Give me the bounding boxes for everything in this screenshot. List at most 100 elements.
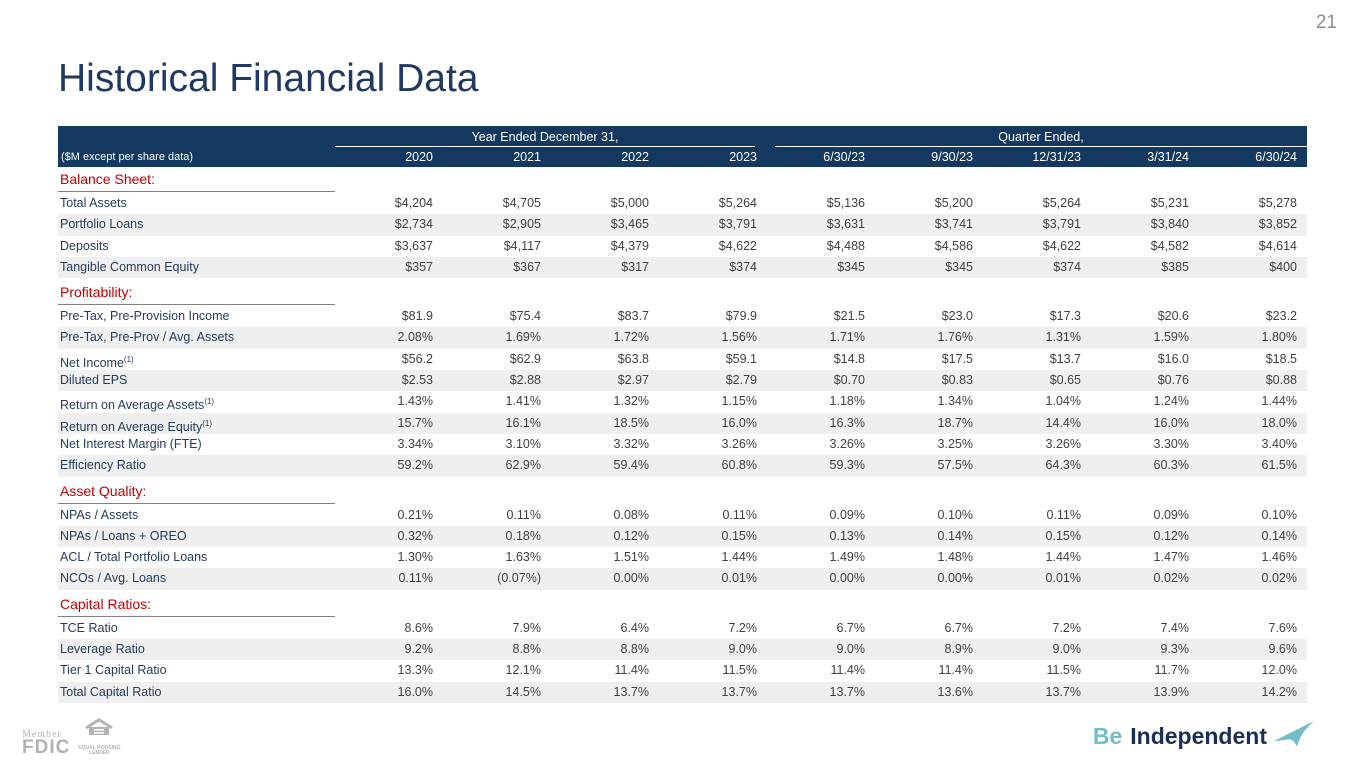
column-header: 3/31/24 (1147, 150, 1189, 164)
cell-value: 15.7% (397, 415, 433, 430)
cell-value: $3,741 (934, 217, 973, 232)
cell-value: $2.88 (509, 373, 541, 388)
footnote-marker: (1) (123, 354, 134, 364)
cell-value: $62.9 (509, 351, 541, 366)
row-label: Total Assets (60, 196, 127, 210)
table-row: ACL / Total Portfolio Loans 1.30% 1.63% 1.5… (58, 547, 1307, 568)
equal-housing-label-line1: EQUAL HOUSING (78, 745, 121, 751)
row-label: ACL / Total Portfolio Loans (60, 550, 208, 565)
cell-value: $21.5 (833, 309, 865, 324)
section-header: Balance Sheet: (58, 169, 1307, 193)
cell-value: 0.08% (613, 507, 649, 522)
cell-value: $81.9 (401, 309, 433, 324)
section-label: Balance Sheet: (58, 169, 335, 192)
footnote-marker: (1) (204, 397, 215, 407)
section-header: Profitability: (58, 282, 1307, 306)
cell-value: $345 (945, 259, 973, 274)
cell-value: $317 (621, 259, 649, 274)
table-row: NPAs / Loans + OREO 0.32% 0.18% 0.12% 0.15% 0… (58, 525, 1307, 548)
cell-value: 18.7% (937, 415, 973, 430)
column-header: 2021 (513, 150, 541, 164)
cell-value: 14.2% (1261, 684, 1297, 699)
cell-value: 18.5% (613, 415, 649, 430)
cell-value: 9.6% (1268, 642, 1298, 657)
cell-value: 7.2% (1052, 620, 1082, 635)
cell-value: 0.18% (505, 528, 541, 543)
cell-value: 16.0% (397, 684, 433, 699)
cell-value: 1.44% (1261, 394, 1297, 409)
cell-value: 9.0% (836, 642, 866, 657)
cell-value: $5,278 (1258, 196, 1297, 210)
table-row: Deposits $3,637 $4,117 $4,379 $4,622 $4,488 $4… (58, 236, 1307, 257)
cell-value: 0.11% (1046, 507, 1081, 522)
column-header: 12/31/23 (1032, 150, 1081, 164)
cell-value: 60.8% (721, 458, 757, 473)
cell-value: $59.1 (725, 351, 757, 366)
row-label: Portfolio Loans (60, 217, 144, 232)
table-row: Pre-Tax, Pre-Prov / Avg. Assets 2.08% 1.69… (58, 327, 1307, 349)
cell-value: 3.26% (829, 436, 865, 451)
cell-value: 13.7% (829, 684, 865, 699)
cell-value: 0.01% (721, 571, 757, 586)
cell-value: 59.4% (613, 458, 649, 473)
cell-value: $2.97 (617, 373, 649, 388)
cell-value: $20.6 (1157, 309, 1189, 324)
cell-value: $4,622 (718, 238, 757, 253)
cell-value: 57.5% (937, 458, 973, 473)
cell-value: $4,117 (503, 238, 541, 253)
cell-value: $3,840 (1150, 217, 1189, 232)
cell-value: 1.47% (1153, 550, 1189, 565)
cell-value: $17.3 (1049, 309, 1081, 324)
table-row: Return on Average Equity(1) 15.7% 16.1% 18.… (58, 412, 1307, 434)
cell-value: $4,705 (502, 196, 541, 210)
cell-value: $345 (837, 259, 865, 274)
cell-value: 8.9% (944, 642, 974, 657)
group-header-row: Year Ended December 31, Quarter Ended, (58, 129, 1307, 147)
cell-value: 14.5% (505, 684, 541, 699)
cell-value: $2.53 (401, 373, 433, 388)
cell-value: 3.34% (397, 436, 433, 451)
cell-value: $5,000 (610, 196, 649, 210)
cell-value: 1.31% (1045, 330, 1081, 345)
row-label: Total Capital Ratio (60, 684, 162, 699)
cell-value: 11.5% (722, 663, 757, 678)
row-label: TCE Ratio (60, 620, 118, 635)
cell-value: 9.0% (1052, 642, 1082, 657)
row-label: Tangible Common Equity (60, 259, 199, 274)
cell-value: $0.83 (941, 373, 973, 388)
row-label: Pre-Tax, Pre-Prov / Avg. Assets (60, 330, 235, 345)
table-row: Tangible Common Equity $357 $367 $317 $374 $3… (58, 256, 1307, 279)
table-row: Pre-Tax, Pre-Provision Income $81.9 $75.4 $… (58, 306, 1307, 327)
cell-value: 1.41% (505, 394, 541, 409)
cell-value: 13.7% (721, 684, 757, 699)
cell-value: 0.02% (1261, 571, 1297, 586)
cell-value: 6.4% (620, 620, 650, 635)
unit-note: ($M except per share data) (61, 151, 194, 163)
table-row: NPAs / Assets 0.21% 0.11% 0.08% 0.11% 0.09% 0.… (58, 505, 1307, 526)
cell-value: 11.4% (830, 663, 865, 678)
cell-value: 1.71% (829, 330, 865, 345)
cell-value: $374 (1053, 259, 1081, 274)
cell-value: 1.80% (1261, 330, 1297, 345)
column-header: 2023 (729, 150, 757, 164)
cell-value: 0.10% (1261, 507, 1297, 522)
cell-value: $5,200 (934, 196, 973, 210)
cell-value: 0.00% (613, 571, 649, 586)
cell-value: 7.4% (1160, 620, 1190, 635)
cell-value: 0.32% (397, 528, 433, 543)
cell-value: 1.51% (613, 550, 649, 565)
cell-value: 6.7% (836, 620, 866, 635)
group-header-year: Year Ended December 31, (335, 129, 755, 147)
cell-value: $5,264 (718, 196, 757, 210)
equal-housing-label-line2: LENDER (89, 750, 110, 756)
cell-value: $367 (513, 259, 541, 274)
footnote-marker: (1) (202, 418, 213, 428)
cell-value: 1.04% (1045, 394, 1081, 409)
cell-value: 1.32% (613, 394, 649, 409)
cell-value: $14.8 (833, 351, 865, 366)
financial-table: Year Ended December 31, Quarter Ended, (… (58, 126, 1307, 703)
cell-value: 1.24% (1153, 394, 1189, 409)
row-label: Deposits (60, 238, 109, 253)
cell-value: $56.2 (401, 351, 433, 366)
